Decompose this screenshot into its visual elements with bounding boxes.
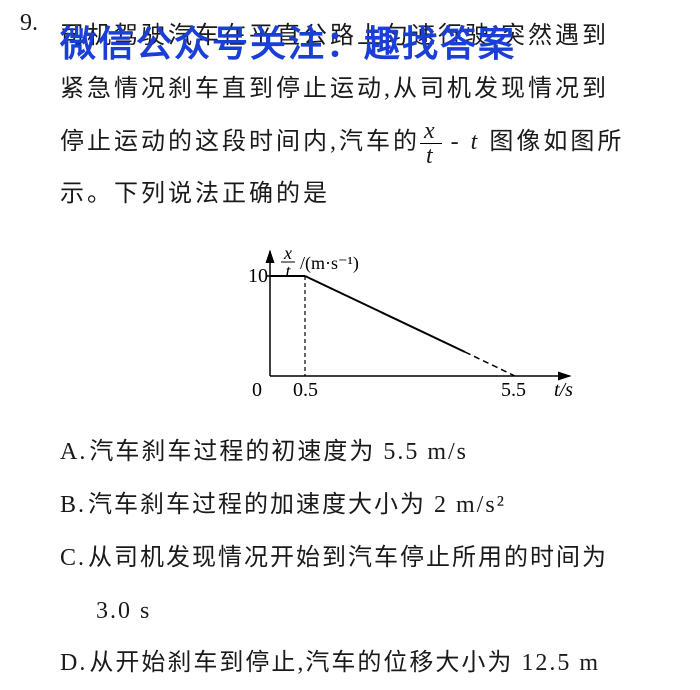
svg-text:0: 0 (252, 379, 262, 401)
text-line-4: 示。下列说法正确的是 (60, 168, 680, 221)
option-c: C.从司机发现情况开始到汽车停止所用的时间为 (60, 532, 680, 585)
svg-text:10: 10 (248, 265, 268, 287)
option-d-label: D. (60, 650, 87, 676)
svg-text:x: x (283, 243, 292, 263)
option-a-label: A. (60, 439, 87, 465)
option-d-text: 从开始刹车到停止,汽车的位移大小为 12.5 m (89, 650, 600, 676)
option-c-text2: 3.0 s (96, 598, 151, 624)
text-line-3: 停止运动的这段时间内,汽车的xt - t 图像如图所 (60, 116, 680, 169)
question-text: 司机驾驶汽车在平直公路上匀速行驶,突然遇到 微信公众号关注：趣找答案 紧急情况刹… (60, 10, 680, 221)
frac-num: x (420, 119, 442, 144)
question-block: 9. 司机驾驶汽车在平直公路上匀速行驶,突然遇到 微信公众号关注：趣找答案 紧急… (20, 10, 680, 690)
frac-den: t (420, 144, 442, 168)
option-d: D.从开始刹车到停止,汽车的位移大小为 12.5 m (60, 637, 680, 690)
svg-text:/(m·s⁻¹): /(m·s⁻¹) (300, 253, 359, 274)
graph-container: 10 0 0.5 5.5 t/s xt /(m·s⁻¹) (140, 236, 680, 411)
svg-text:5.5: 5.5 (501, 379, 526, 401)
svg-text:0.5: 0.5 (293, 379, 318, 401)
option-b-text: 汽车刹车过程的加速度大小为 2 m/s² (88, 492, 506, 518)
text-line-1: 司机驾驶汽车在平直公路上匀速行驶,突然遇到 微信公众号关注：趣找答案 (60, 10, 680, 63)
line3-post: - (442, 129, 471, 155)
line3-pre: 停止运动的这段时间内,汽车的 (60, 129, 420, 155)
svg-text:t/s: t/s (554, 379, 573, 401)
options-list: A.汽车刹车过程的初速度为 5.5 m/s B.汽车刹车过程的加速度大小为 2 … (60, 426, 680, 690)
question-number: 9. (20, 10, 38, 37)
line3-var: t (471, 129, 481, 155)
line3-end: 图像如图所 (480, 129, 624, 155)
fraction-xt: xt (420, 119, 442, 168)
overlay-watermark: 微信公众号关注：趣找答案 (60, 4, 516, 83)
option-a: A.汽车刹车过程的初速度为 5.5 m/s (60, 426, 680, 479)
option-a-text: 汽车刹车过程的初速度为 5.5 m/s (89, 439, 468, 465)
option-c-line2: 3.0 s (96, 585, 680, 638)
option-b-label: B. (60, 492, 86, 518)
xt-graph: 10 0 0.5 5.5 t/s xt /(m·s⁻¹) (230, 236, 590, 406)
svg-text:t: t (285, 261, 291, 281)
option-b: B.汽车刹车过程的加速度大小为 2 m/s² (60, 479, 680, 532)
option-c-label: C. (60, 545, 86, 571)
option-c-text1: 从司机发现情况开始到汽车停止所用的时间为 (88, 545, 608, 571)
